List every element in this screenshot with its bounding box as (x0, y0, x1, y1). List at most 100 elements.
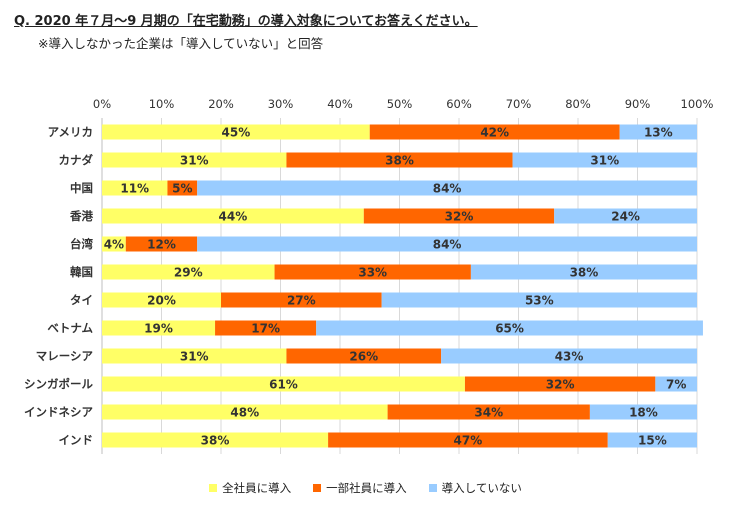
bar-segment (125, 236, 198, 252)
bar-segment (387, 404, 590, 420)
data-label: 84% (433, 238, 462, 252)
data-label: 47% (454, 434, 483, 448)
bar-segment (197, 236, 697, 252)
legend-label: 全社員に導入 (222, 481, 292, 495)
data-label: 34% (474, 406, 503, 420)
data-label: 7% (666, 378, 686, 392)
data-label: 19% (144, 322, 173, 336)
category-label: マレーシア (36, 349, 94, 363)
data-label: 38% (385, 154, 414, 168)
category-label: 中国 (70, 181, 93, 195)
bar-segment (102, 264, 275, 280)
bar-segment (470, 264, 697, 280)
bar-segment (554, 208, 697, 224)
bar-segment (197, 180, 697, 196)
data-label: 38% (201, 434, 230, 448)
data-label: 42% (480, 126, 509, 140)
bar-segment (464, 376, 656, 392)
category-label: 韓国 (70, 265, 93, 279)
data-label: 4% (104, 238, 124, 252)
category-label: インドネシア (24, 405, 93, 419)
bar-segment (215, 320, 317, 336)
bar-segment (102, 124, 370, 140)
data-label: 12% (147, 238, 176, 252)
bar-segment (512, 152, 697, 168)
category-label: ベトナム (47, 321, 93, 335)
data-label: 31% (180, 154, 209, 168)
bar-segment (102, 180, 168, 196)
category-label: インド (59, 433, 94, 447)
data-label: 17% (251, 322, 280, 336)
chart-subtitle: ※導入しなかった企業は「導入していない」と回答 (38, 36, 324, 51)
legend-item: 全社員に導入 (209, 480, 291, 496)
data-label: 32% (546, 378, 575, 392)
legend-item: 導入していない (428, 480, 522, 496)
data-label: 29% (174, 266, 203, 280)
bar-segment (655, 376, 697, 392)
data-label: 20% (147, 294, 176, 308)
data-label: 44% (219, 210, 248, 224)
legend-swatch (313, 484, 322, 492)
bar-segment (589, 404, 697, 420)
data-label: 18% (629, 406, 658, 420)
bar-segment (102, 292, 221, 308)
legend-label: 導入していない (441, 481, 522, 495)
bar-segment (102, 404, 388, 420)
legend-label: 一部社員に導入 (326, 481, 407, 495)
x-tick-label: 0% (93, 97, 111, 111)
bar-segment (369, 124, 620, 140)
legend-swatch (428, 484, 437, 492)
data-label: 5% (172, 182, 192, 196)
category-label: タイ (70, 293, 93, 307)
category-label: シンガポール (24, 377, 93, 391)
bar-segment (102, 432, 329, 448)
data-label: 65% (495, 322, 524, 336)
bar-segment (102, 320, 216, 336)
data-label: 32% (445, 210, 474, 224)
data-label: 31% (590, 154, 619, 168)
bar-segment (221, 292, 382, 308)
category-label: アメリカ (48, 125, 93, 139)
bar-layer: 45% 42% 13% 31% 38% 31% 11% 5% 84% 44% 32% 24% 4% 12%… (102, 124, 703, 448)
grid-layer (101, 118, 698, 454)
x-tick-label: 40% (327, 97, 353, 111)
legend-swatch (209, 484, 218, 492)
bar-segment (328, 432, 608, 448)
bar-segment (607, 432, 697, 448)
bar-segment (286, 348, 442, 364)
bar-segment (381, 292, 697, 308)
legend-item: 一部社員に導入 (313, 480, 407, 496)
x-tick-label: 20% (208, 97, 234, 111)
bar-segment (363, 208, 555, 224)
category-labels: アメリカカナダ中国香港台湾韓国タイベトナムマレーシアシンガポールインドネシアイン… (24, 125, 93, 447)
bar-segment (102, 208, 364, 224)
x-tick-label: 50% (387, 97, 413, 111)
x-tick-label: 70% (506, 97, 532, 111)
data-label: 43% (555, 350, 584, 364)
x-tick-label: 60% (446, 97, 472, 111)
x-tick-label: 90% (625, 97, 651, 111)
data-label: 33% (358, 266, 387, 280)
data-label: 48% (230, 406, 259, 420)
data-label: 24% (611, 210, 640, 224)
category-label: 香港 (69, 209, 93, 223)
category-label: 台湾 (70, 237, 93, 251)
bar-segment (102, 236, 126, 252)
bar-segment (167, 180, 198, 196)
data-label: 11% (120, 182, 149, 196)
bar-segment (274, 264, 471, 280)
legend: 全社員に導入 一部社員に導入 導入していない (0, 480, 731, 496)
x-axis-ticks: 0% 10% 20% 30% 40% 50% 60% 70% 80% 90% 100% (93, 97, 714, 111)
data-label: 26% (349, 350, 378, 364)
data-label: 27% (287, 294, 316, 308)
x-tick-label: 100% (681, 97, 714, 111)
category-label: カナダ (59, 153, 94, 167)
bar-segment (619, 124, 697, 140)
x-tick-label: 10% (149, 97, 175, 111)
chart-title: Q. 2020 年７月～9 月期の「在宅勤務」の導入対象についてお答えください。 (14, 14, 478, 29)
data-label: 15% (638, 434, 667, 448)
data-label: 45% (222, 126, 251, 140)
bar-segment (441, 348, 697, 364)
data-label: 61% (269, 378, 298, 392)
